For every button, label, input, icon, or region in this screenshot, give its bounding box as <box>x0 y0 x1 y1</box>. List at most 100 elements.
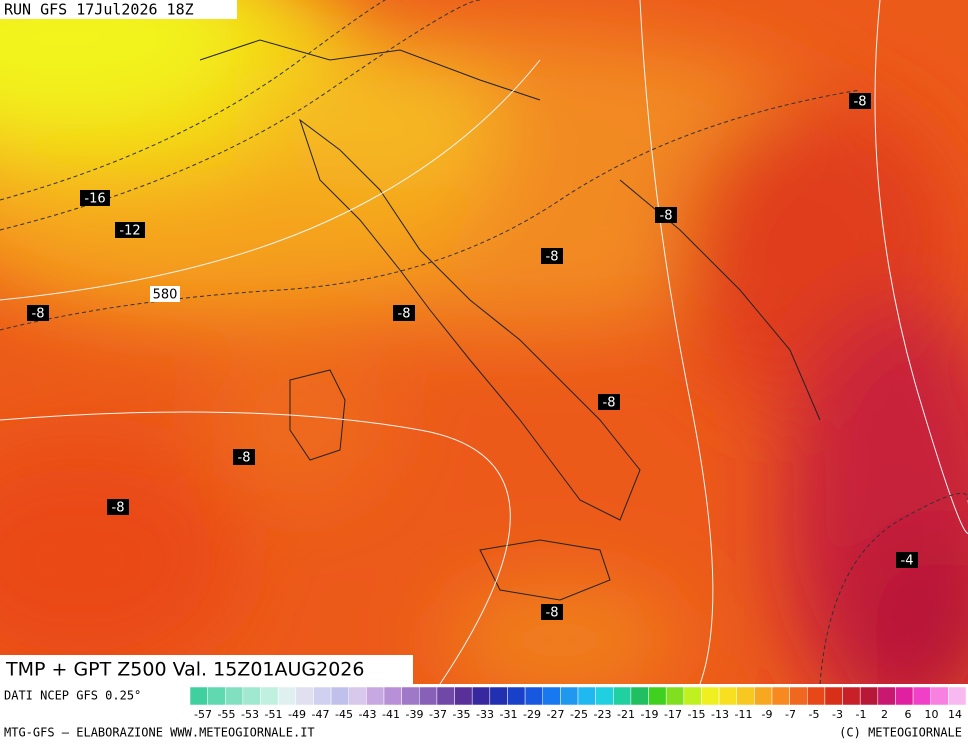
contour-label: -8 <box>393 305 415 322</box>
contour-label-box <box>80 190 110 206</box>
contour-label: -8 <box>541 604 563 621</box>
contour-label-box <box>27 305 49 321</box>
colorbar-label: -49 <box>288 708 306 721</box>
contour-label-text: -16 <box>84 192 105 207</box>
colorbar-label: -3 <box>832 708 843 721</box>
colorbar-label: -33 <box>476 708 494 721</box>
contour-label-text: -8 <box>660 209 673 224</box>
colorbar-label: -55 <box>218 708 236 721</box>
colorbar-swatch <box>560 686 579 706</box>
colorbar-label: -25 <box>570 708 588 721</box>
colorbar-swatch <box>948 686 967 706</box>
colorbar-swatch <box>542 686 561 706</box>
colorbar-label: -17 <box>664 708 682 721</box>
colorbar-swatch <box>895 686 914 706</box>
contour-label-text: -8 <box>546 250 559 265</box>
contour-label: -8 <box>107 499 129 516</box>
colorbar-swatch <box>771 686 790 706</box>
contour-label-box <box>541 604 563 620</box>
colorbar-swatch <box>807 686 826 706</box>
contour-label: -8 <box>27 305 49 322</box>
colorbar-swatch <box>348 686 367 706</box>
colorbar-label: -13 <box>711 708 729 721</box>
contour-label-text: -8 <box>32 307 45 322</box>
colorbar-swatch <box>436 686 455 706</box>
colorbar-swatch <box>507 686 526 706</box>
contour-label-box <box>115 222 145 238</box>
colorbar-swatch <box>613 686 632 706</box>
colorbar-label: -1 <box>856 708 867 721</box>
colorbar-label: -43 <box>359 708 377 721</box>
colorbar-swatch <box>207 686 226 706</box>
colorbar-label: -19 <box>641 708 659 721</box>
colorbar-swatch <box>330 686 349 706</box>
colorbar-swatch <box>383 686 402 706</box>
colorbar-label: -37 <box>429 708 447 721</box>
colorbar-swatch <box>524 686 543 706</box>
colorbar-swatch <box>225 686 244 706</box>
contour-label-box <box>655 207 677 223</box>
colorbar-swatch <box>260 686 279 706</box>
colorbar-swatch <box>665 686 685 706</box>
colorbar-swatch <box>859 686 879 706</box>
colorbar-label: -35 <box>453 708 471 721</box>
colorbar-label: -21 <box>617 708 635 721</box>
map-title: TMP + GPT Z500 Val. 15Z01AUG2026 <box>5 659 364 681</box>
colorbar-swatch <box>242 686 261 706</box>
colorbar-swatch <box>877 686 896 706</box>
contour-label: -16 <box>80 190 110 207</box>
colorbar-label: -23 <box>594 708 612 721</box>
colorbar-label: -11 <box>735 708 753 721</box>
contour-label-box <box>107 499 129 515</box>
colorbar-swatch <box>313 686 332 706</box>
colorbar-swatch <box>295 686 314 706</box>
header-box <box>0 0 237 19</box>
colorbar-label: -41 <box>382 708 400 721</box>
title-box <box>0 655 413 684</box>
colorbar-swatch <box>701 686 720 706</box>
colorbar-swatch <box>718 686 737 706</box>
colorbar-label: -29 <box>523 708 541 721</box>
contour-label-box <box>896 552 918 568</box>
colorbar-swatch <box>789 686 808 706</box>
colorbar-swatch <box>736 686 755 706</box>
contour-label: -4 <box>896 552 918 569</box>
contour-label: -8 <box>541 248 563 265</box>
colorbar-swatch <box>912 686 931 706</box>
colorbar-swatch <box>577 686 596 706</box>
run-label: RUN GFS 17Jul2026 18Z <box>4 1 194 19</box>
colorbar-label: -9 <box>762 708 773 721</box>
colorbar-swatch <box>471 686 491 706</box>
colorbar-label: -5 <box>809 708 820 721</box>
contour-label-box <box>541 248 563 264</box>
colorbar-swatch <box>277 686 297 706</box>
contour-label-text: -12 <box>119 224 140 239</box>
colorbar-swatch <box>595 686 614 706</box>
contour-label-box <box>393 305 415 321</box>
colorbar-label: -57 <box>194 708 212 721</box>
contour-label-text: -8 <box>546 606 559 621</box>
colorbar-swatch <box>401 686 420 706</box>
footer-right: (C) METEOGIORNALE <box>839 726 962 740</box>
contour-label-text: -8 <box>238 451 251 466</box>
colorbar-swatch <box>454 686 473 706</box>
footer-left: MTG-GFS — ELABORAZIONE WWW.METEOGIORNALE… <box>4 726 315 740</box>
contour-label: -8 <box>598 394 620 411</box>
colorbar-swatch <box>489 686 508 706</box>
colorbar-label: 2 <box>881 708 888 721</box>
colorbar-label: -39 <box>406 708 424 721</box>
colorbar-label: -51 <box>265 708 283 721</box>
contour-label-box <box>598 394 620 410</box>
contour-label-text: 580 <box>153 288 178 303</box>
contour-label: -8 <box>655 207 677 224</box>
colorbar-label: -45 <box>335 708 353 721</box>
colorbar-label: -47 <box>312 708 330 721</box>
colorbar-swatch <box>754 686 773 706</box>
contour-label-text: -8 <box>112 501 125 516</box>
colorbar-swatch <box>683 686 702 706</box>
colorbar-swatch <box>842 686 861 706</box>
contour-label: -12 <box>115 222 145 239</box>
colorbar-swatch <box>648 686 667 706</box>
